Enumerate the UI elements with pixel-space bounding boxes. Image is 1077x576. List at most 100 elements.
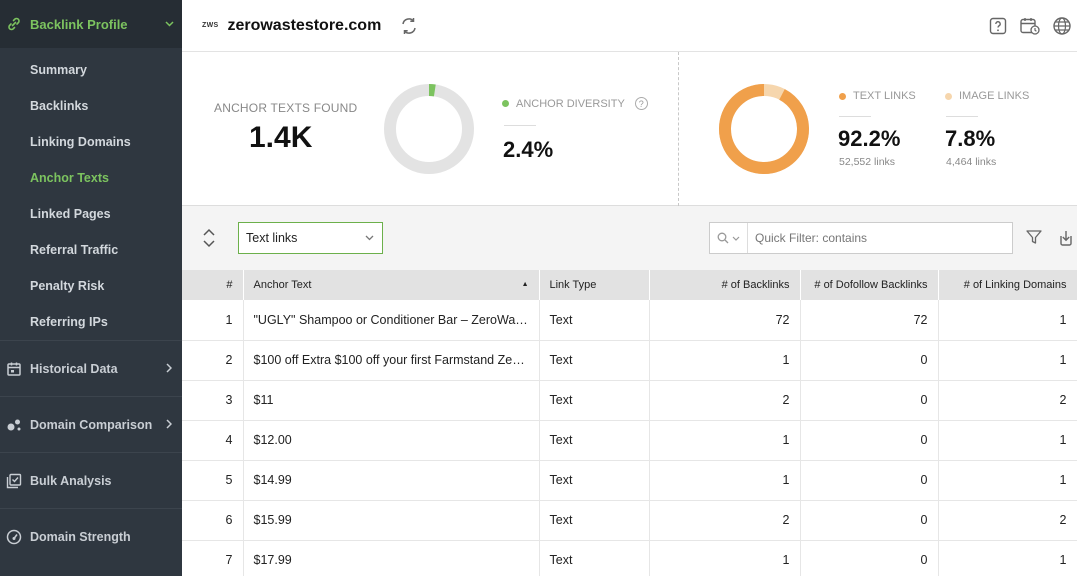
anchor-texts-found-label: ANCHOR TEXTS FOUND	[214, 101, 358, 115]
divider-line	[504, 125, 536, 126]
sort-ascending-icon: ▲	[521, 281, 529, 288]
anchor-diversity-value: 2.4%	[503, 137, 554, 162]
sidebar-item-linked-pages[interactable]: Linked Pages	[30, 207, 111, 221]
table-row[interactable]: 3 $11 Text 2 0 2	[182, 380, 1077, 421]
refresh-icon[interactable]	[398, 15, 420, 37]
table-row[interactable]: 1 "UGLY" Shampoo or Conditioner Bar – Zer…	[182, 300, 1077, 341]
top-bar: ZWS zerowastestore.com	[182, 0, 1077, 52]
cell-link-type: Text	[539, 500, 650, 541]
export-icon[interactable]	[1056, 228, 1076, 248]
bulk-analysis-icon	[6, 473, 22, 489]
cell-dofollow-backlinks: 0	[800, 460, 939, 501]
sidebar-item-penalty-risk[interactable]: Penalty Risk	[30, 279, 105, 293]
cell-linking-domains: 2	[938, 380, 1077, 421]
cell-anchor-text: $15.99	[243, 500, 540, 541]
cell-number: 4	[182, 420, 244, 461]
expand-collapse-icon[interactable]	[201, 226, 217, 250]
column-header-anchor-text-label: Anchor Text	[253, 279, 312, 291]
cell-backlinks: 2	[649, 500, 801, 541]
cell-backlinks: 1	[649, 540, 801, 576]
column-header-link-type[interactable]: Link Type	[539, 270, 650, 300]
chevron-down-icon	[365, 235, 374, 241]
table-row[interactable]: 5 $14.99 Text 1 0 1	[182, 460, 1077, 501]
cell-link-type: Text	[539, 420, 650, 461]
anchor-stats: ANCHOR TEXTS FOUND 1.4K ANCHOR DIVERSITY…	[182, 52, 679, 206]
sidebar-section-label: Domain Comparison	[30, 417, 153, 432]
link-type-select[interactable]: Text links	[238, 222, 383, 254]
globe-icon[interactable]	[1051, 15, 1073, 37]
sidebar-section-bulk-analysis[interactable]: Bulk Analysis	[0, 452, 182, 508]
column-header-dofollow-backlinks[interactable]: # of Dofollow Backlinks	[800, 270, 939, 300]
sidebar-item-backlinks[interactable]: Backlinks	[30, 99, 89, 113]
text-links-count: 52,552 links	[839, 156, 896, 168]
cell-dofollow-backlinks: 0	[800, 420, 939, 461]
quick-filter	[709, 222, 1013, 254]
chevron-right-icon	[166, 362, 173, 376]
cell-number: 1	[182, 300, 244, 341]
cell-anchor-text: $12.00	[243, 420, 540, 461]
search-icon	[717, 232, 729, 244]
schedule-icon[interactable]	[1019, 15, 1041, 37]
sidebar-section-label: Historical Data	[30, 361, 118, 376]
link-type-donut	[719, 84, 809, 174]
table-row[interactable]: 6 $15.99 Text 2 0 2	[182, 500, 1077, 541]
anchor-diversity-dot	[502, 100, 509, 107]
column-header-number[interactable]: #	[182, 270, 244, 300]
cell-link-type: Text	[539, 540, 650, 576]
sidebar-section-historical-data[interactable]: Historical Data	[0, 340, 182, 396]
cell-dofollow-backlinks: 72	[800, 300, 939, 341]
sidebar-item-anchor-texts[interactable]: Anchor Texts	[30, 171, 109, 185]
sidebar-section-label: Bulk Analysis	[30, 473, 112, 488]
table-row[interactable]: 2 $100 off Extra $100 off your first Farm…	[182, 340, 1077, 381]
gauge-icon	[6, 529, 22, 545]
info-icon[interactable]: ?	[634, 97, 648, 110]
quick-filter-input[interactable]	[748, 224, 1012, 252]
cell-dofollow-backlinks: 0	[800, 380, 939, 421]
cell-linking-domains: 2	[938, 500, 1077, 541]
sidebar-item-summary[interactable]: Summary	[30, 63, 87, 77]
cell-link-type: Text	[539, 300, 650, 341]
chevron-right-icon	[166, 418, 173, 432]
cell-dofollow-backlinks: 0	[800, 500, 939, 541]
cell-number: 2	[182, 340, 244, 381]
cell-linking-domains: 1	[938, 420, 1077, 461]
cell-link-type: Text	[539, 460, 650, 501]
sidebar-item-linking-domains[interactable]: Linking Domains	[30, 135, 131, 149]
help-icon[interactable]	[987, 15, 1009, 37]
table-row[interactable]: 7 $17.99 Text 1 0 1	[182, 540, 1077, 576]
table-row[interactable]: 4 $12.00 Text 1 0 1	[182, 420, 1077, 461]
table-body: 1 "UGLY" Shampoo or Conditioner Bar – Zer…	[182, 300, 1077, 576]
filter-icon[interactable]	[1025, 228, 1045, 248]
text-links-value: 92.2%	[838, 126, 901, 151]
filter-mode-dropdown[interactable]	[710, 223, 748, 253]
cell-backlinks: 72	[649, 300, 801, 341]
sidebar-section-domain-strength[interactable]: Domain Strength	[0, 508, 182, 564]
cell-anchor-text: $11	[243, 380, 540, 421]
cell-backlinks: 1	[649, 340, 801, 381]
anchor-diversity-donut-arc	[384, 84, 474, 174]
cell-anchor-text: "UGLY" Shampoo or Conditioner Bar – Zero…	[243, 300, 540, 341]
sidebar-item-referring-ips[interactable]: Referring IPs	[30, 315, 108, 329]
sidebar-item-referral-traffic[interactable]: Referral Traffic	[30, 243, 119, 257]
cell-anchor-text: $100 off Extra $100 off your first Farms…	[243, 340, 540, 381]
column-header-backlinks[interactable]: # of Backlinks	[649, 270, 801, 300]
column-header-anchor-text[interactable]: Anchor Text ▲	[243, 270, 540, 300]
cell-linking-domains: 1	[938, 340, 1077, 381]
image-links-label: IMAGE LINKS	[945, 90, 1029, 102]
image-links-value: 7.8%	[945, 126, 996, 151]
image-links-count: 4,464 links	[946, 156, 997, 168]
text-links-label-text: TEXT LINKS	[853, 90, 916, 102]
sidebar-subnav: Summary Backlinks Linking Domains Anchor Te…	[0, 48, 182, 340]
link-icon	[6, 16, 22, 32]
cell-linking-domains: 1	[938, 540, 1077, 576]
cell-dofollow-backlinks: 0	[800, 540, 939, 576]
sidebar-section-domain-comparison[interactable]: Domain Comparison	[0, 396, 182, 452]
cell-number: 3	[182, 380, 244, 421]
column-header-linking-domains[interactable]: # of Linking Domains	[938, 270, 1077, 300]
sidebar-header-backlink-profile[interactable]: Backlink Profile	[0, 0, 182, 48]
anchor-texts-found-value: 1.4K	[249, 121, 313, 154]
cell-anchor-text: $17.99	[243, 540, 540, 576]
image-links-label-text: IMAGE LINKS	[959, 90, 1030, 102]
chevron-down-icon	[165, 18, 174, 30]
